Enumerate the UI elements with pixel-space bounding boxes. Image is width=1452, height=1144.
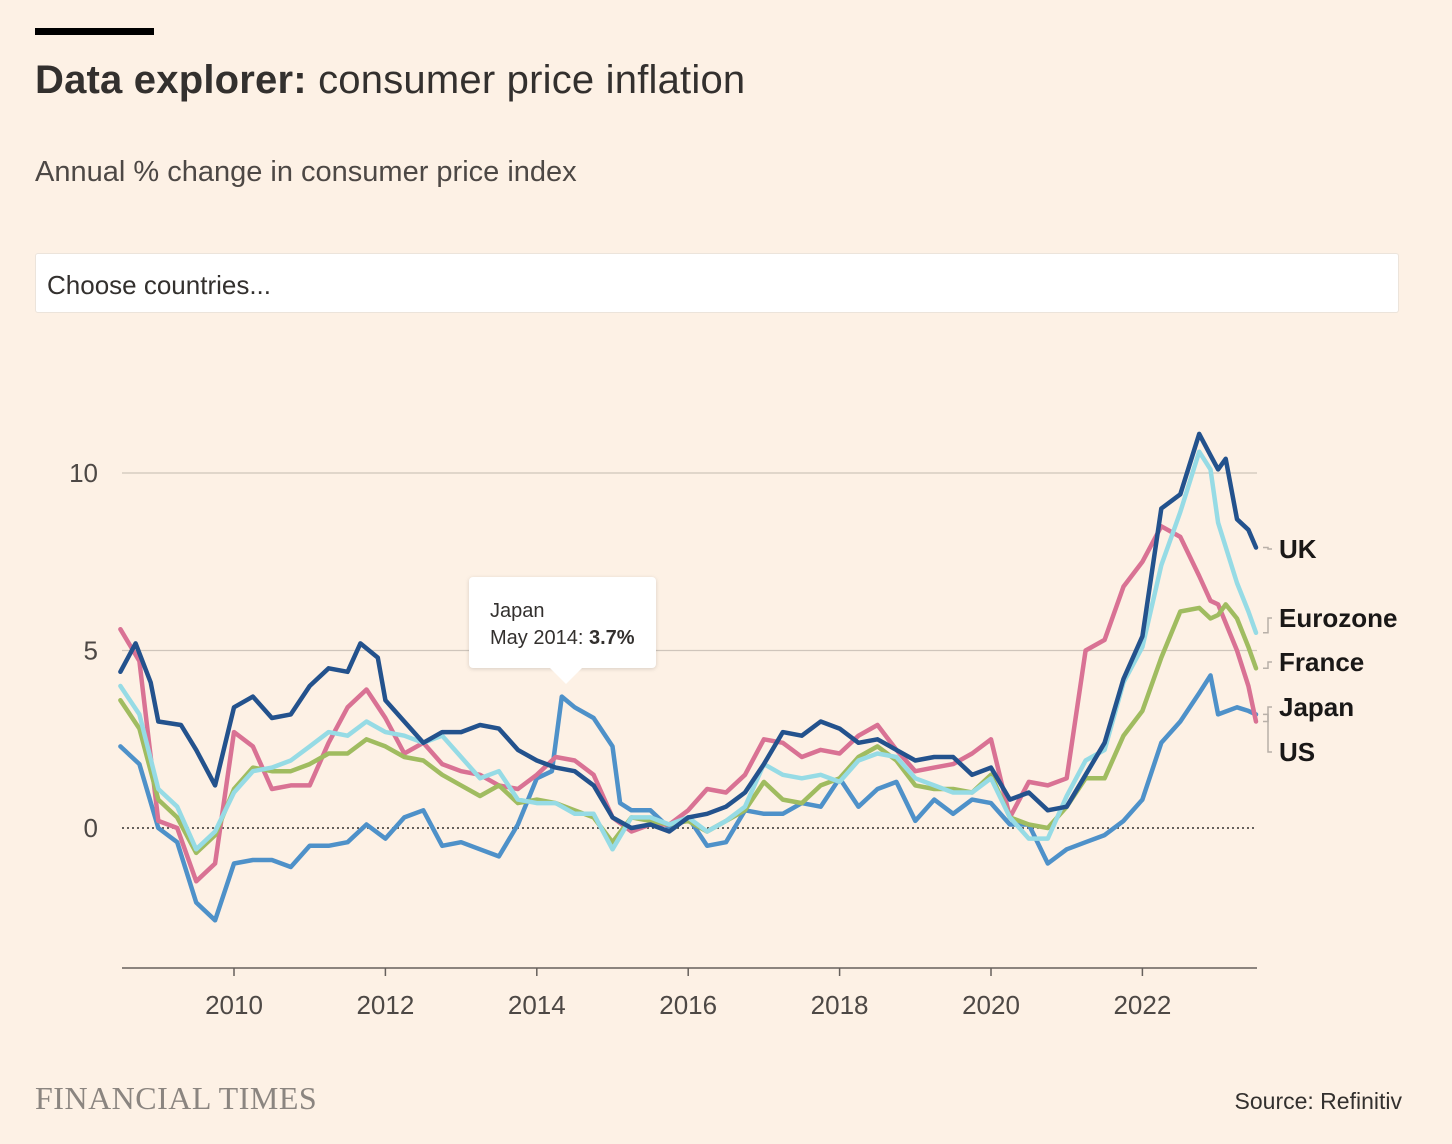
x-tick-label-2016: 2016 — [659, 990, 717, 1020]
series-line-uk — [118, 431, 1259, 834]
y-tick-label-0: 0 — [84, 813, 98, 843]
label-leader-uk — [1263, 546, 1272, 550]
x-tick-label-2010: 2010 — [205, 990, 263, 1020]
tooltip-series: Japan — [490, 600, 545, 622]
x-tick-label-2012: 2012 — [356, 990, 414, 1020]
title-rest: consumer price inflation — [306, 58, 746, 102]
x-tick-label-2020: 2020 — [962, 990, 1020, 1020]
x-tick-label-2014: 2014 — [508, 990, 566, 1020]
tooltip-date: May 2014: — [490, 627, 589, 649]
title-bold: Data explorer: — [35, 58, 307, 102]
series-label-uk: UK — [1279, 534, 1317, 564]
country-selector[interactable]: Choose countries... — [35, 253, 1399, 313]
series-label-france: France — [1279, 647, 1364, 677]
source-note: Source: Refinitiv — [1234, 1088, 1402, 1114]
ft-top-rule — [35, 28, 154, 35]
y-tick-label-10: 10 — [69, 458, 98, 488]
series-label-eurozone: Eurozone — [1279, 603, 1397, 633]
ft-logo: FINANCIAL TIMES — [35, 1080, 318, 1116]
series-line-japan — [118, 524, 1259, 884]
label-leader-eurozone — [1263, 617, 1272, 634]
x-tick-label-2022: 2022 — [1113, 990, 1171, 1020]
x-tick-label-2018: 2018 — [811, 990, 869, 1020]
series-label-japan: Japan — [1279, 692, 1354, 722]
tooltip-detail: May 2014: 3.7% — [490, 625, 656, 652]
series-label-us: US — [1279, 737, 1315, 767]
page-title: Data explorer: consumer price inflation — [35, 58, 745, 103]
chart-subtitle: Annual % change in consumer price index — [35, 156, 577, 188]
country-selector-placeholder: Choose countries... — [47, 270, 272, 300]
label-leader-us — [1263, 713, 1272, 753]
y-tick-label-5: 5 — [84, 636, 98, 666]
chart-tooltip: Japan May 2014: 3.7% — [469, 577, 656, 684]
label-leader-france — [1263, 661, 1272, 670]
tooltip-pointer — [549, 667, 583, 684]
tooltip-value: 3.7% — [588, 627, 635, 649]
